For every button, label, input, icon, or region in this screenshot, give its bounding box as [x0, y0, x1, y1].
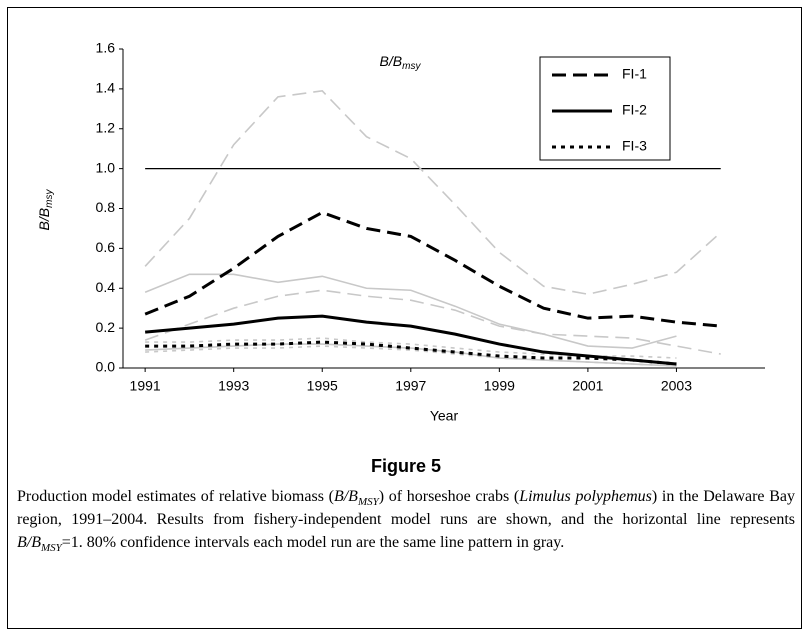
series-line — [145, 314, 677, 366]
y-axis-label: B/Bmsy — [36, 189, 55, 231]
legend-box — [539, 56, 671, 161]
y-axis-label-main: B/B — [36, 208, 52, 231]
y-tick-label: 0.2 — [96, 319, 116, 335]
series-line — [144, 90, 722, 296]
x-tick-label: 1995 — [307, 378, 338, 394]
legend-label: FI-1 — [622, 66, 647, 82]
x-tick-label: 2003 — [661, 378, 692, 394]
legend-label: FI-2 — [622, 102, 647, 118]
x-tick-label: 1991 — [130, 378, 161, 394]
caption: Production model estimates of relative b… — [17, 485, 795, 554]
y-tick-label: 1.2 — [96, 119, 116, 135]
y-tick-label: 1.6 — [96, 40, 116, 56]
caption-run: MSY — [41, 542, 62, 555]
legend-label: FI-3 — [622, 138, 647, 154]
series-line — [145, 340, 677, 366]
figure-label: Figure 5 — [370, 456, 441, 476]
annotation-sub: msy — [402, 61, 421, 72]
x-tick-label: 1997 — [395, 378, 426, 394]
series-line — [144, 289, 721, 355]
caption-run: =1. 80% confidence intervals each model … — [61, 534, 565, 551]
chart: 0.0 0.2 0.4 0.6 0.8 1.0 1.2 1.4 1.6 1991 1993 1995 1… — [36, 40, 765, 424]
y-axis-label-sub: msy — [44, 189, 55, 208]
series-line — [145, 345, 677, 367]
x-axis-label: Year — [430, 408, 459, 424]
y-tick-label: 0.4 — [96, 279, 116, 295]
annotation: B/Bmsy — [380, 53, 422, 72]
x-tick-label: 1993 — [218, 378, 249, 394]
series-line — [144, 210, 721, 328]
annotation-main: B/B — [380, 53, 403, 69]
caption-run: ) of horseshoe crabs ( — [378, 488, 520, 505]
x-tick-label: 2001 — [572, 378, 603, 394]
caption-run: Limulus polyphemus — [519, 488, 652, 505]
y-tick-label: 1.0 — [96, 159, 116, 175]
series-line — [144, 273, 677, 349]
caption-run: Production model estimates of relative b… — [17, 488, 334, 505]
y-tick-label: 0.6 — [96, 239, 116, 255]
caption-run: B/B — [17, 534, 41, 551]
y-tick-label: 1.4 — [96, 80, 116, 96]
caption-run: B/B — [333, 488, 358, 505]
y-tick-label: 0.8 — [96, 199, 116, 215]
figure-frame — [7, 7, 802, 629]
x-tick-label: 1999 — [484, 378, 515, 394]
y-tick-label: 0.0 — [96, 359, 116, 375]
caption-run: ) in the Delaware Bay region, 1991–2004.… — [17, 488, 795, 528]
caption-run: MSY — [357, 496, 379, 509]
